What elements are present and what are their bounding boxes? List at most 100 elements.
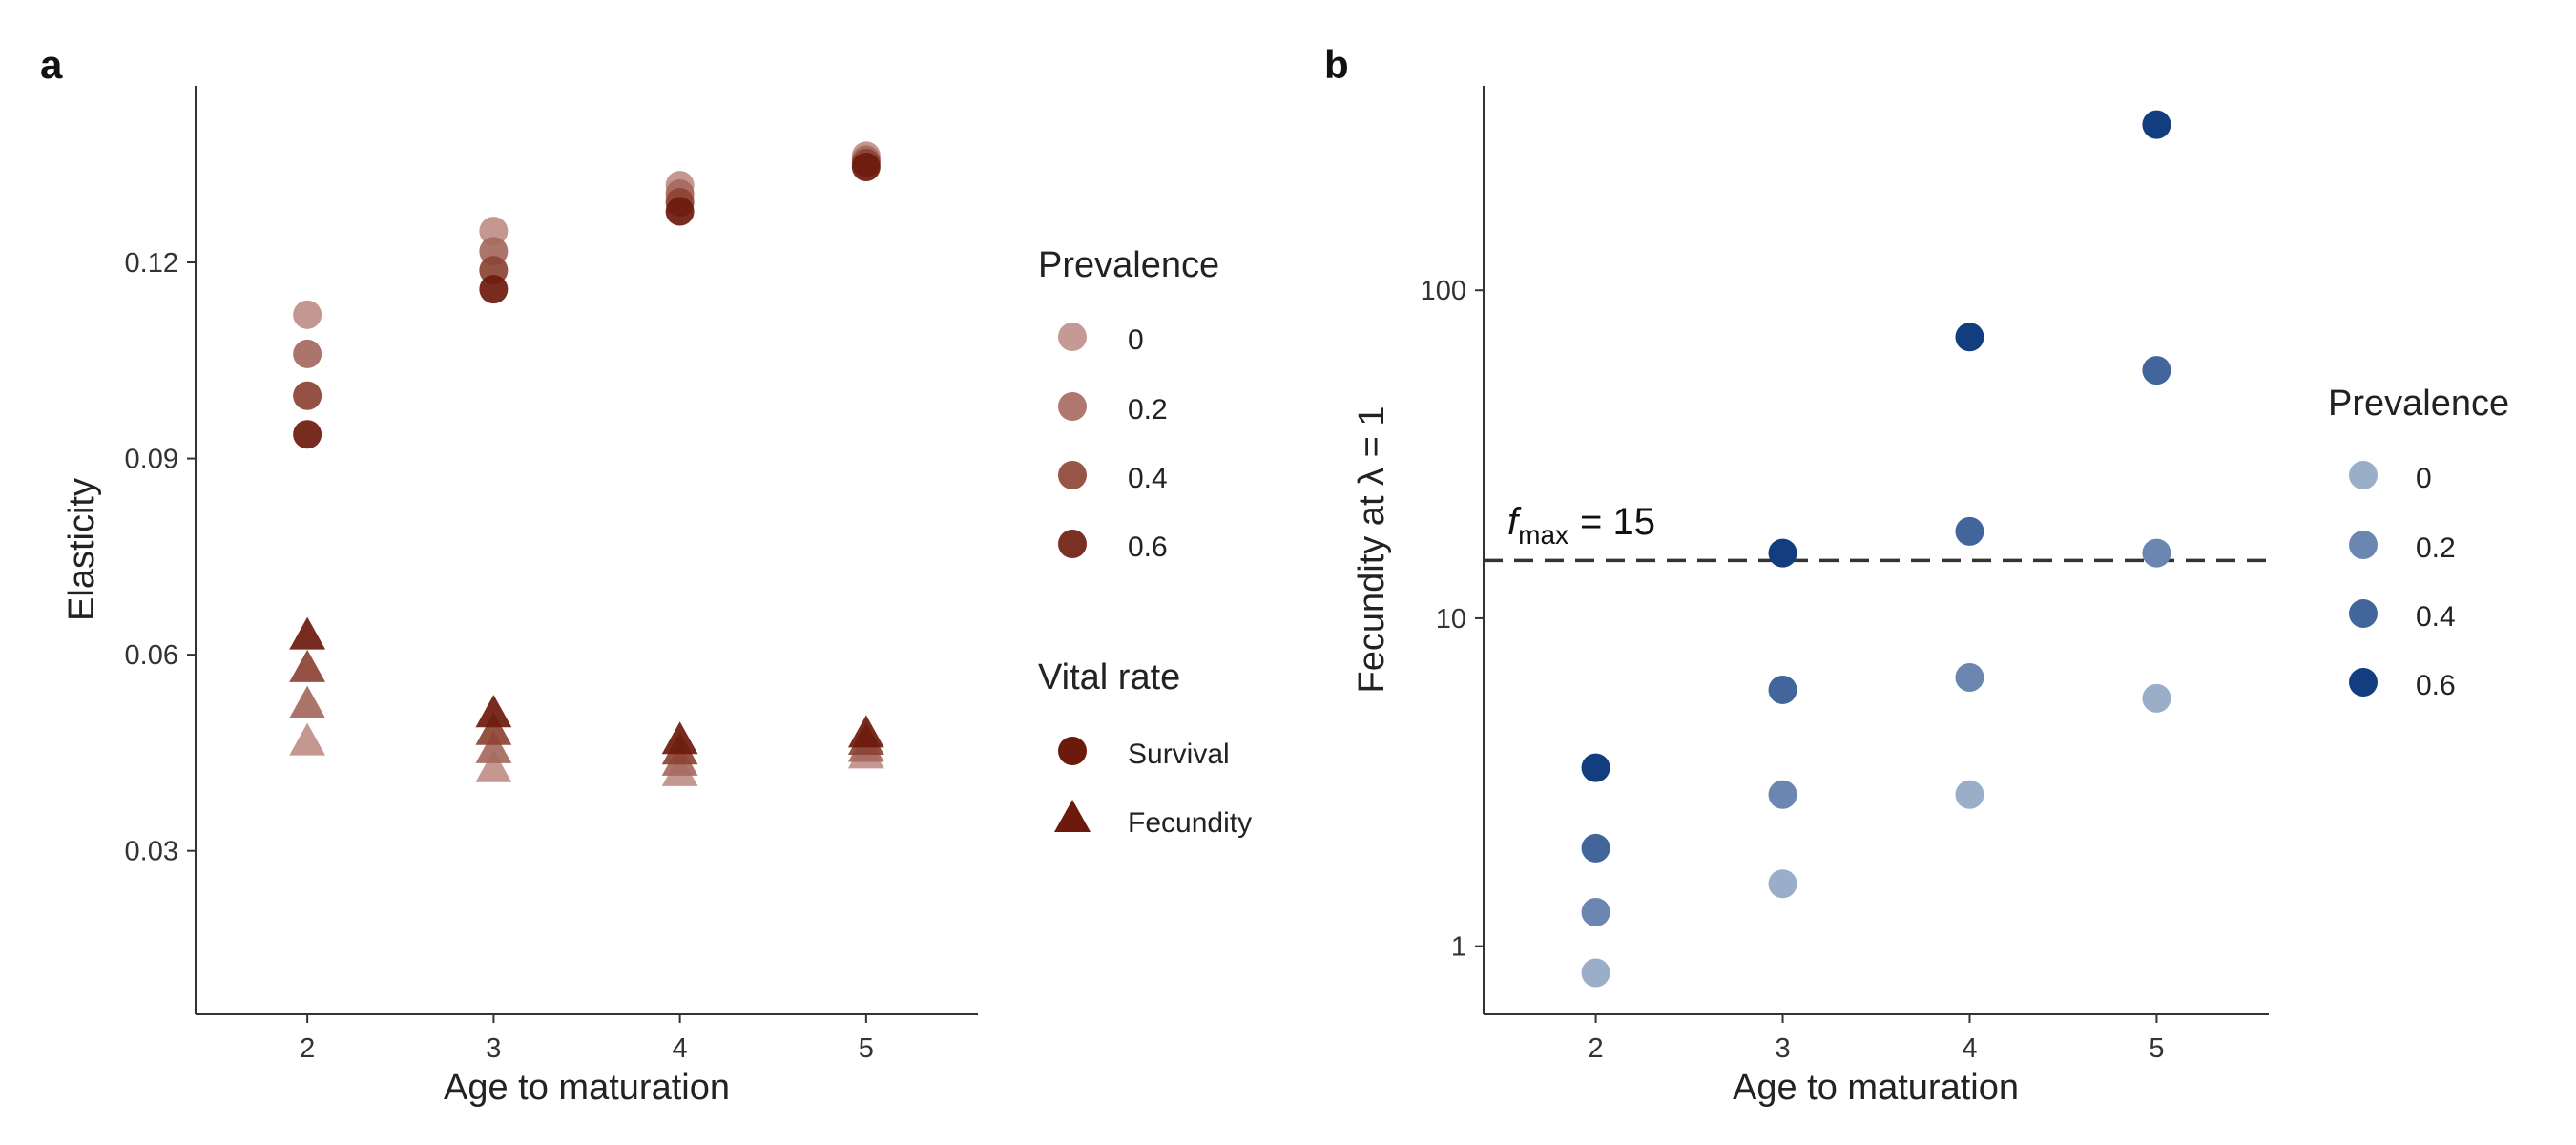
legend-prevalence-a-entry: 0.2 bbox=[1058, 392, 1168, 426]
legend-prevalence-b-swatch-1 bbox=[2349, 531, 2378, 559]
survival-point bbox=[479, 275, 509, 304]
fecundity-threshold-point bbox=[2142, 683, 2171, 713]
legend-vital-rate-swatch-fecundity bbox=[1054, 800, 1091, 832]
legend-prevalence-a-swatch-2 bbox=[1058, 461, 1087, 489]
fecundity-threshold-point bbox=[1768, 869, 1797, 899]
fecundity-threshold-point bbox=[2142, 356, 2171, 385]
legend-vital-rate-label-fecundity: Fecundity bbox=[1128, 807, 1252, 839]
fmax-subscript: max bbox=[1518, 520, 1568, 550]
legend-prevalence-a-swatch-1 bbox=[1058, 392, 1087, 421]
legend-prevalence-b-swatch-2 bbox=[2349, 599, 2378, 628]
survival-point bbox=[851, 152, 881, 181]
legend-prevalence-a-title: Prevalence bbox=[1038, 245, 1219, 285]
fecundity-point bbox=[475, 712, 512, 745]
panel-b-x-tick-label: 4 bbox=[1962, 1033, 1977, 1064]
fecundity-point bbox=[289, 649, 326, 682]
fecundity-threshold-point bbox=[1581, 897, 1610, 926]
fecundity-threshold-point bbox=[1581, 753, 1610, 782]
fecundity-threshold-point bbox=[1768, 538, 1797, 568]
panel-b-y-axis-title: Fecundity at λ = 1 bbox=[1352, 406, 1392, 694]
fecundity-point bbox=[847, 715, 884, 748]
survival-point bbox=[293, 339, 322, 368]
legend-prevalence-a-label-2: 0.4 bbox=[1128, 463, 1168, 494]
legend-prevalence-b-label-2: 0.4 bbox=[2416, 601, 2456, 633]
legend-vital-rate-entry: Fecundity bbox=[1054, 800, 1252, 839]
panel-a-y-ticks: 0.03 0.06 0.09 0.12 bbox=[125, 248, 196, 867]
panel-a-x-ticks: 2 3 4 5 bbox=[300, 1014, 874, 1064]
fecundity-threshold-point bbox=[1955, 662, 1984, 692]
fecundity-threshold-point bbox=[1768, 780, 1797, 809]
panel-a-y-tick-label: 0.09 bbox=[125, 445, 178, 475]
legend-vital-rate-swatch-survival bbox=[1058, 737, 1087, 765]
panel-a-y-axis-title: Elasticity bbox=[62, 478, 102, 621]
fecundity-threshold-point bbox=[2142, 538, 2171, 568]
panel-a-y-tick-label: 0.12 bbox=[125, 248, 178, 279]
legend-prevalence-b-title: Prevalence bbox=[2328, 384, 2509, 424]
panel-b-marks bbox=[1581, 110, 2171, 988]
panel-a-y-tick-label: 0.06 bbox=[125, 640, 178, 671]
legend-prevalence-b-label-0: 0 bbox=[2416, 463, 2432, 494]
panel-b-y-tick-label: 10 bbox=[1436, 604, 1466, 635]
legend-prevalence-a-entry: 0.4 bbox=[1058, 461, 1168, 494]
fecundity-point bbox=[661, 721, 698, 755]
panel-b-label: b bbox=[1324, 42, 1349, 87]
fecundity-threshold-point bbox=[1581, 833, 1610, 863]
legend-prevalence-b-entry: 0.6 bbox=[2349, 668, 2456, 701]
legend-prevalence-a-label-0: 0 bbox=[1128, 324, 1144, 356]
legend-prevalence-b-swatch-3 bbox=[2349, 668, 2378, 697]
survival-point bbox=[293, 381, 322, 410]
fmax-annotation: fmax = 15 bbox=[1507, 501, 1655, 550]
legend-prevalence-b-entry: 0.4 bbox=[2349, 599, 2456, 633]
panel-a-x-tick-label: 5 bbox=[859, 1033, 874, 1064]
legend-prevalence-b-label-1: 0.2 bbox=[2416, 532, 2456, 564]
legend-prevalence-b-entry: 0.2 bbox=[2349, 531, 2456, 564]
legend-vital-rate-label-survival: Survival bbox=[1128, 739, 1230, 770]
legend-prevalence-a-swatch-0 bbox=[1058, 323, 1087, 351]
legend-vital-rate: Vital rate Survival Fecundity bbox=[1038, 657, 1252, 839]
legend-prevalence-b-label-3: 0.6 bbox=[2416, 670, 2456, 701]
panel-a-x-tick-label: 3 bbox=[486, 1033, 501, 1064]
legend-prevalence-a-swatch-3 bbox=[1058, 530, 1087, 558]
panel-b-x-axis-title: Age to maturation bbox=[1733, 1068, 2019, 1108]
legend-prevalence-a-label-3: 0.6 bbox=[1128, 531, 1168, 563]
legend-prevalence-b: Prevalence 0 0.2 0.4 0.6 bbox=[2328, 384, 2509, 701]
fecundity-point bbox=[475, 695, 512, 728]
survival-point bbox=[665, 197, 695, 226]
survival-point bbox=[293, 300, 322, 329]
panel-a-x-tick-label: 4 bbox=[673, 1033, 688, 1064]
survival-point bbox=[293, 420, 322, 449]
fecundity-threshold-point bbox=[1955, 323, 1984, 352]
legend-prevalence-a-label-1: 0.2 bbox=[1128, 394, 1168, 426]
panel-a-x-axis-title: Age to maturation bbox=[444, 1068, 730, 1108]
panel-b-x-tick-label: 2 bbox=[1589, 1033, 1604, 1064]
panel-b-x-tick-label: 5 bbox=[2149, 1033, 2164, 1064]
fecundity-threshold-point bbox=[1955, 780, 1984, 809]
fecundity-point bbox=[475, 749, 512, 782]
panel-b-x-tick-label: 3 bbox=[1775, 1033, 1790, 1064]
fecundity-threshold-point bbox=[2142, 110, 2171, 139]
fecundity-threshold-point bbox=[1955, 516, 1984, 546]
fecundity-point bbox=[289, 722, 326, 756]
fecundity-point bbox=[289, 685, 326, 718]
panel-a-x-tick-label: 2 bbox=[300, 1033, 315, 1064]
panel-b-x-ticks: 2 3 4 5 bbox=[1589, 1014, 2164, 1064]
panel-b-y-tick-label: 100 bbox=[1421, 276, 1466, 306]
legend-vital-rate-title: Vital rate bbox=[1038, 657, 1180, 697]
panel-a-y-tick-label: 0.03 bbox=[125, 837, 178, 867]
panel-a-marks bbox=[289, 141, 884, 786]
legend-prevalence-b-entry: 0 bbox=[2349, 461, 2432, 494]
fecundity-point bbox=[289, 616, 326, 650]
fecundity-threshold-point bbox=[1581, 958, 1610, 988]
panel-b: fmax = 15 1 10 100 2 3 4 5 Age to maturation F… bbox=[1352, 86, 2269, 1108]
legend-prevalence-a-entry: 0 bbox=[1058, 323, 1144, 356]
legend-vital-rate-entry: Survival bbox=[1058, 737, 1230, 770]
panel-b-y-tick-label: 1 bbox=[1451, 932, 1466, 963]
legend-prevalence-a-entry: 0.6 bbox=[1058, 530, 1168, 563]
fecundity-point bbox=[475, 730, 512, 763]
survival-point bbox=[479, 217, 509, 246]
legend-prevalence-a: Prevalence 0 0.2 0.4 0.6 bbox=[1038, 245, 1219, 563]
fecundity-threshold-point bbox=[1768, 675, 1797, 704]
panel-b-y-ticks: 1 10 100 bbox=[1421, 276, 1484, 963]
